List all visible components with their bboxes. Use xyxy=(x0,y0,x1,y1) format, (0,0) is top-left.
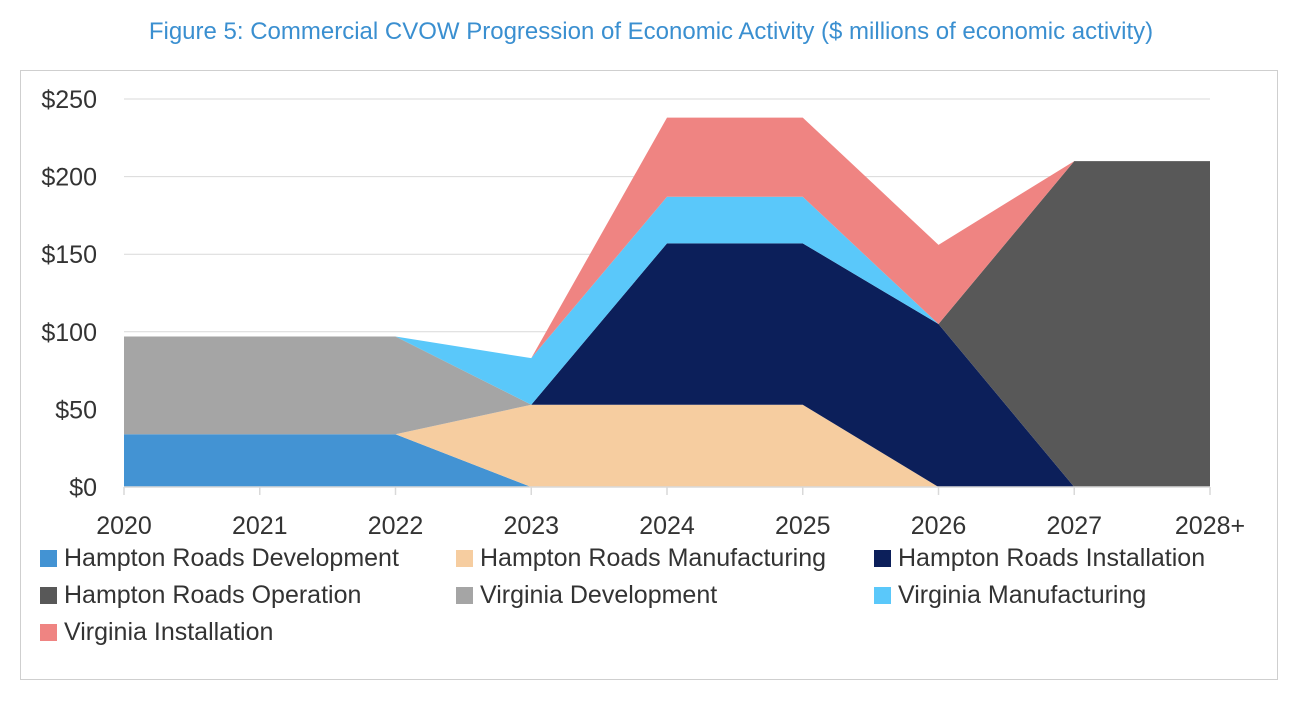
legend-item-hr-operation: Hampton Roads Operation xyxy=(40,581,456,610)
legend-item-hr-development: Hampton Roads Development xyxy=(40,544,456,573)
x-tick-label: 2024 xyxy=(639,512,695,540)
tick-labels: $0 $50 $100 $150 $200 $250 2020 2021 2022 2023 202… xyxy=(41,86,1245,540)
area-hampton-roads-manufacturing xyxy=(124,404,1210,487)
legend-label: Hampton Roads Manufacturing xyxy=(480,544,827,572)
y-tick-label: $100 xyxy=(41,319,97,347)
x-tick-label: 2022 xyxy=(368,512,424,540)
legend-row-2: Hampton Roads Operation Virginia Develop… xyxy=(40,577,1280,614)
x-tick-label: 2021 xyxy=(232,512,288,540)
legend-item-va-installation: Virginia Installation xyxy=(40,618,456,647)
area-virginia-installation xyxy=(124,117,1210,359)
legend-row-1: Hampton Roads Development Hampton Roads … xyxy=(40,540,1280,577)
legend-label: Virginia Installation xyxy=(64,618,274,646)
y-tick-label: $0 xyxy=(69,474,97,502)
legend-label: Hampton Roads Development xyxy=(64,544,399,572)
x-tick-label: 2027 xyxy=(1046,512,1102,540)
x-tick-label: 2023 xyxy=(503,512,559,540)
legend-swatch xyxy=(874,587,891,604)
legend-label: Virginia Development xyxy=(480,581,718,609)
legend: Hampton Roads Development Hampton Roads … xyxy=(40,540,1280,651)
y-tick-label: $200 xyxy=(41,164,97,192)
x-tick-label: 2020 xyxy=(96,512,152,540)
area-hampton-roads-operation xyxy=(124,161,1210,487)
legend-swatch xyxy=(874,550,891,567)
x-tick-label: 2028+ xyxy=(1175,512,1245,540)
area-virginia-manufacturing xyxy=(124,161,1210,405)
legend-swatch xyxy=(40,550,57,567)
x-tick-label: 2025 xyxy=(775,512,831,540)
legend-swatch xyxy=(456,550,473,567)
y-tick-label: $250 xyxy=(41,86,97,114)
area-hampton-roads-development xyxy=(124,434,1210,487)
legend-item-va-development: Virginia Development xyxy=(456,581,874,610)
y-tick-label: $150 xyxy=(41,241,97,269)
legend-item-va-manufacturing: Virginia Manufacturing xyxy=(874,581,1274,610)
x-tick-label: 2026 xyxy=(911,512,967,540)
stacked-area-chart: $0 $50 $100 $150 $200 $250 2020 2021 2022 2023 202… xyxy=(41,86,1245,540)
chart-frame xyxy=(20,70,1278,680)
series-areas xyxy=(124,117,1210,487)
legend-item-hr-installation: Hampton Roads Installation xyxy=(874,544,1274,573)
legend-swatch xyxy=(40,587,57,604)
legend-label: Hampton Roads Installation xyxy=(898,544,1206,572)
axes xyxy=(123,486,1211,495)
figure-title: Figure 5: Commercial CVOW Progression of… xyxy=(148,18,1154,45)
legend-label: Virginia Manufacturing xyxy=(898,581,1147,609)
legend-item-hr-manufacturing: Hampton Roads Manufacturing xyxy=(456,544,874,573)
y-tick-label: $50 xyxy=(55,396,97,424)
area-hampton-roads-installation xyxy=(124,243,1210,487)
legend-swatch xyxy=(40,624,57,641)
legend-row-3: Virginia Installation xyxy=(40,614,1280,651)
area-virginia-development xyxy=(124,161,1210,435)
legend-label: Hampton Roads Operation xyxy=(64,581,362,609)
legend-swatch xyxy=(456,587,473,604)
